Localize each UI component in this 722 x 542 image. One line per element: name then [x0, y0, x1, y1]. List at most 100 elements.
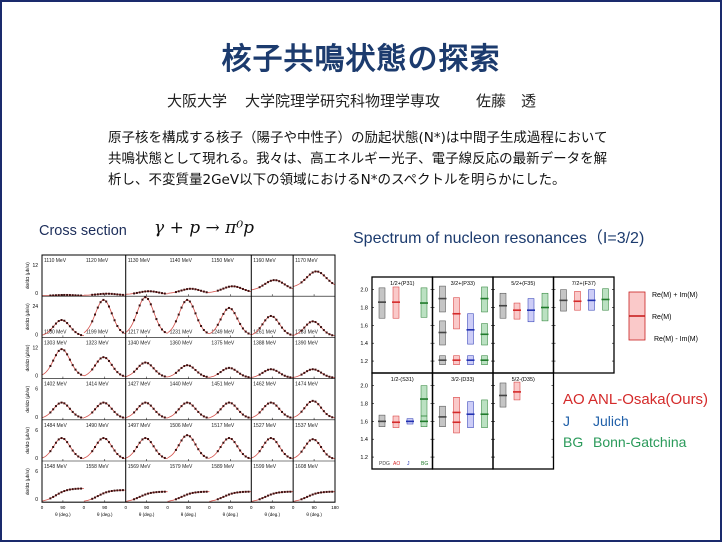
data-point	[225, 494, 228, 497]
y-tick-label: 12	[32, 263, 38, 269]
data-point	[71, 328, 74, 331]
data-point	[205, 456, 208, 459]
data-point	[222, 287, 225, 290]
data-point	[54, 322, 57, 325]
data-point	[183, 365, 186, 368]
data-point	[99, 493, 102, 496]
data-point	[71, 364, 74, 367]
y-tick-label: 0	[35, 291, 38, 297]
data-point	[322, 373, 325, 376]
y-tick-label: 6	[35, 387, 38, 393]
data-point	[183, 288, 186, 291]
data-point	[147, 297, 150, 300]
data-point	[286, 490, 289, 493]
description-paragraph: 原子核を構成する核子（陽子や中性子）の励起状態(N*)は中間子生成過程において …	[108, 128, 607, 191]
data-point	[283, 413, 286, 416]
y-tick-label: 24	[32, 304, 38, 310]
spectrum-label: Spectrum of nucleon resonances（I=3/2)	[353, 230, 645, 247]
data-point	[188, 364, 191, 367]
energy-label: 1303 MeV	[44, 340, 67, 346]
data-point	[152, 407, 155, 410]
x-tick-label: 90	[312, 505, 318, 510]
data-point	[91, 450, 94, 453]
page-title: 核子共鳴状態の探索	[221, 42, 501, 77]
data-point	[303, 407, 306, 410]
panel-label: 5/2-(D35)	[512, 377, 535, 383]
data-point	[197, 410, 200, 413]
data-point	[322, 410, 325, 413]
data-point	[239, 286, 242, 289]
data-point	[80, 294, 83, 297]
data-point	[107, 305, 110, 308]
data-point	[308, 494, 311, 497]
data-point	[322, 274, 325, 277]
theory-curve	[209, 402, 252, 419]
data-point	[80, 487, 83, 490]
data-point	[275, 318, 278, 321]
chart-frame	[41, 254, 336, 503]
x-tick-label: 90	[102, 505, 108, 510]
data-point	[155, 449, 158, 452]
data-point	[200, 452, 203, 455]
theory-curve	[125, 437, 168, 460]
data-point	[52, 408, 55, 411]
data-point	[141, 362, 144, 365]
theory-curve	[209, 367, 252, 378]
data-point	[222, 495, 225, 498]
data-point	[314, 368, 317, 371]
data-point	[94, 364, 97, 367]
data-point	[138, 291, 141, 294]
data-point	[66, 489, 69, 492]
data-point	[317, 403, 320, 406]
data-point	[267, 438, 270, 441]
theory-curve	[83, 437, 126, 460]
data-point	[328, 333, 331, 336]
theory-curve	[292, 320, 336, 337]
data-point	[158, 413, 161, 416]
legend-ao: AO ANL-Osaka(Ours)	[563, 391, 708, 408]
data-point	[267, 368, 270, 371]
theory-curve	[167, 402, 210, 419]
energy-label: 1217 MeV	[128, 329, 151, 335]
theory-curve	[292, 270, 336, 287]
theory-curve	[209, 307, 252, 335]
data-point	[258, 450, 261, 453]
data-point	[63, 293, 66, 296]
data-point	[194, 491, 197, 494]
data-point	[300, 410, 303, 413]
data-point	[133, 450, 136, 453]
data-point	[77, 455, 80, 458]
data-point	[325, 490, 328, 493]
data-point	[227, 493, 230, 496]
data-point	[191, 287, 194, 290]
data-point	[160, 292, 163, 295]
series-label: BG	[421, 461, 428, 467]
data-point	[49, 497, 52, 500]
data-point	[200, 324, 203, 327]
data-point	[91, 497, 94, 500]
resonance-spectrum-chart: 1/2+(P31) 1.2 1.4 1.6 1.8 2.0 3/2+(P33) 5/2+(F3…	[360, 276, 698, 470]
y-axis-label: dσ/dΩ (μb/sr)	[25, 344, 30, 371]
spectrum-panel	[492, 276, 555, 374]
data-point	[144, 437, 147, 440]
data-point	[306, 370, 309, 373]
energy-label: 1608 MeV	[295, 464, 318, 470]
data-point	[308, 439, 311, 442]
data-point	[328, 490, 331, 493]
panel-label: 3/2+(P33)	[451, 281, 475, 287]
x-tick-label: 0	[292, 505, 295, 510]
data-point	[283, 329, 286, 332]
data-point	[155, 491, 158, 494]
x-tick-label: 0	[83, 505, 86, 510]
data-point	[135, 311, 138, 314]
data-point	[144, 493, 147, 496]
data-point	[77, 332, 80, 335]
data-point	[149, 290, 152, 293]
data-point	[144, 290, 147, 293]
panel-label: 1/2+(P31)	[390, 281, 414, 287]
data-point	[278, 445, 281, 448]
data-point	[278, 322, 281, 325]
data-point	[149, 491, 152, 494]
data-point	[60, 401, 63, 404]
data-point	[160, 328, 163, 331]
